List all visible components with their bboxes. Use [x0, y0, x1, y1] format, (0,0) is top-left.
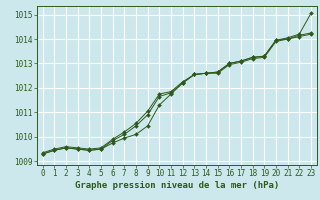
X-axis label: Graphe pression niveau de la mer (hPa): Graphe pression niveau de la mer (hPa) [75, 181, 279, 190]
